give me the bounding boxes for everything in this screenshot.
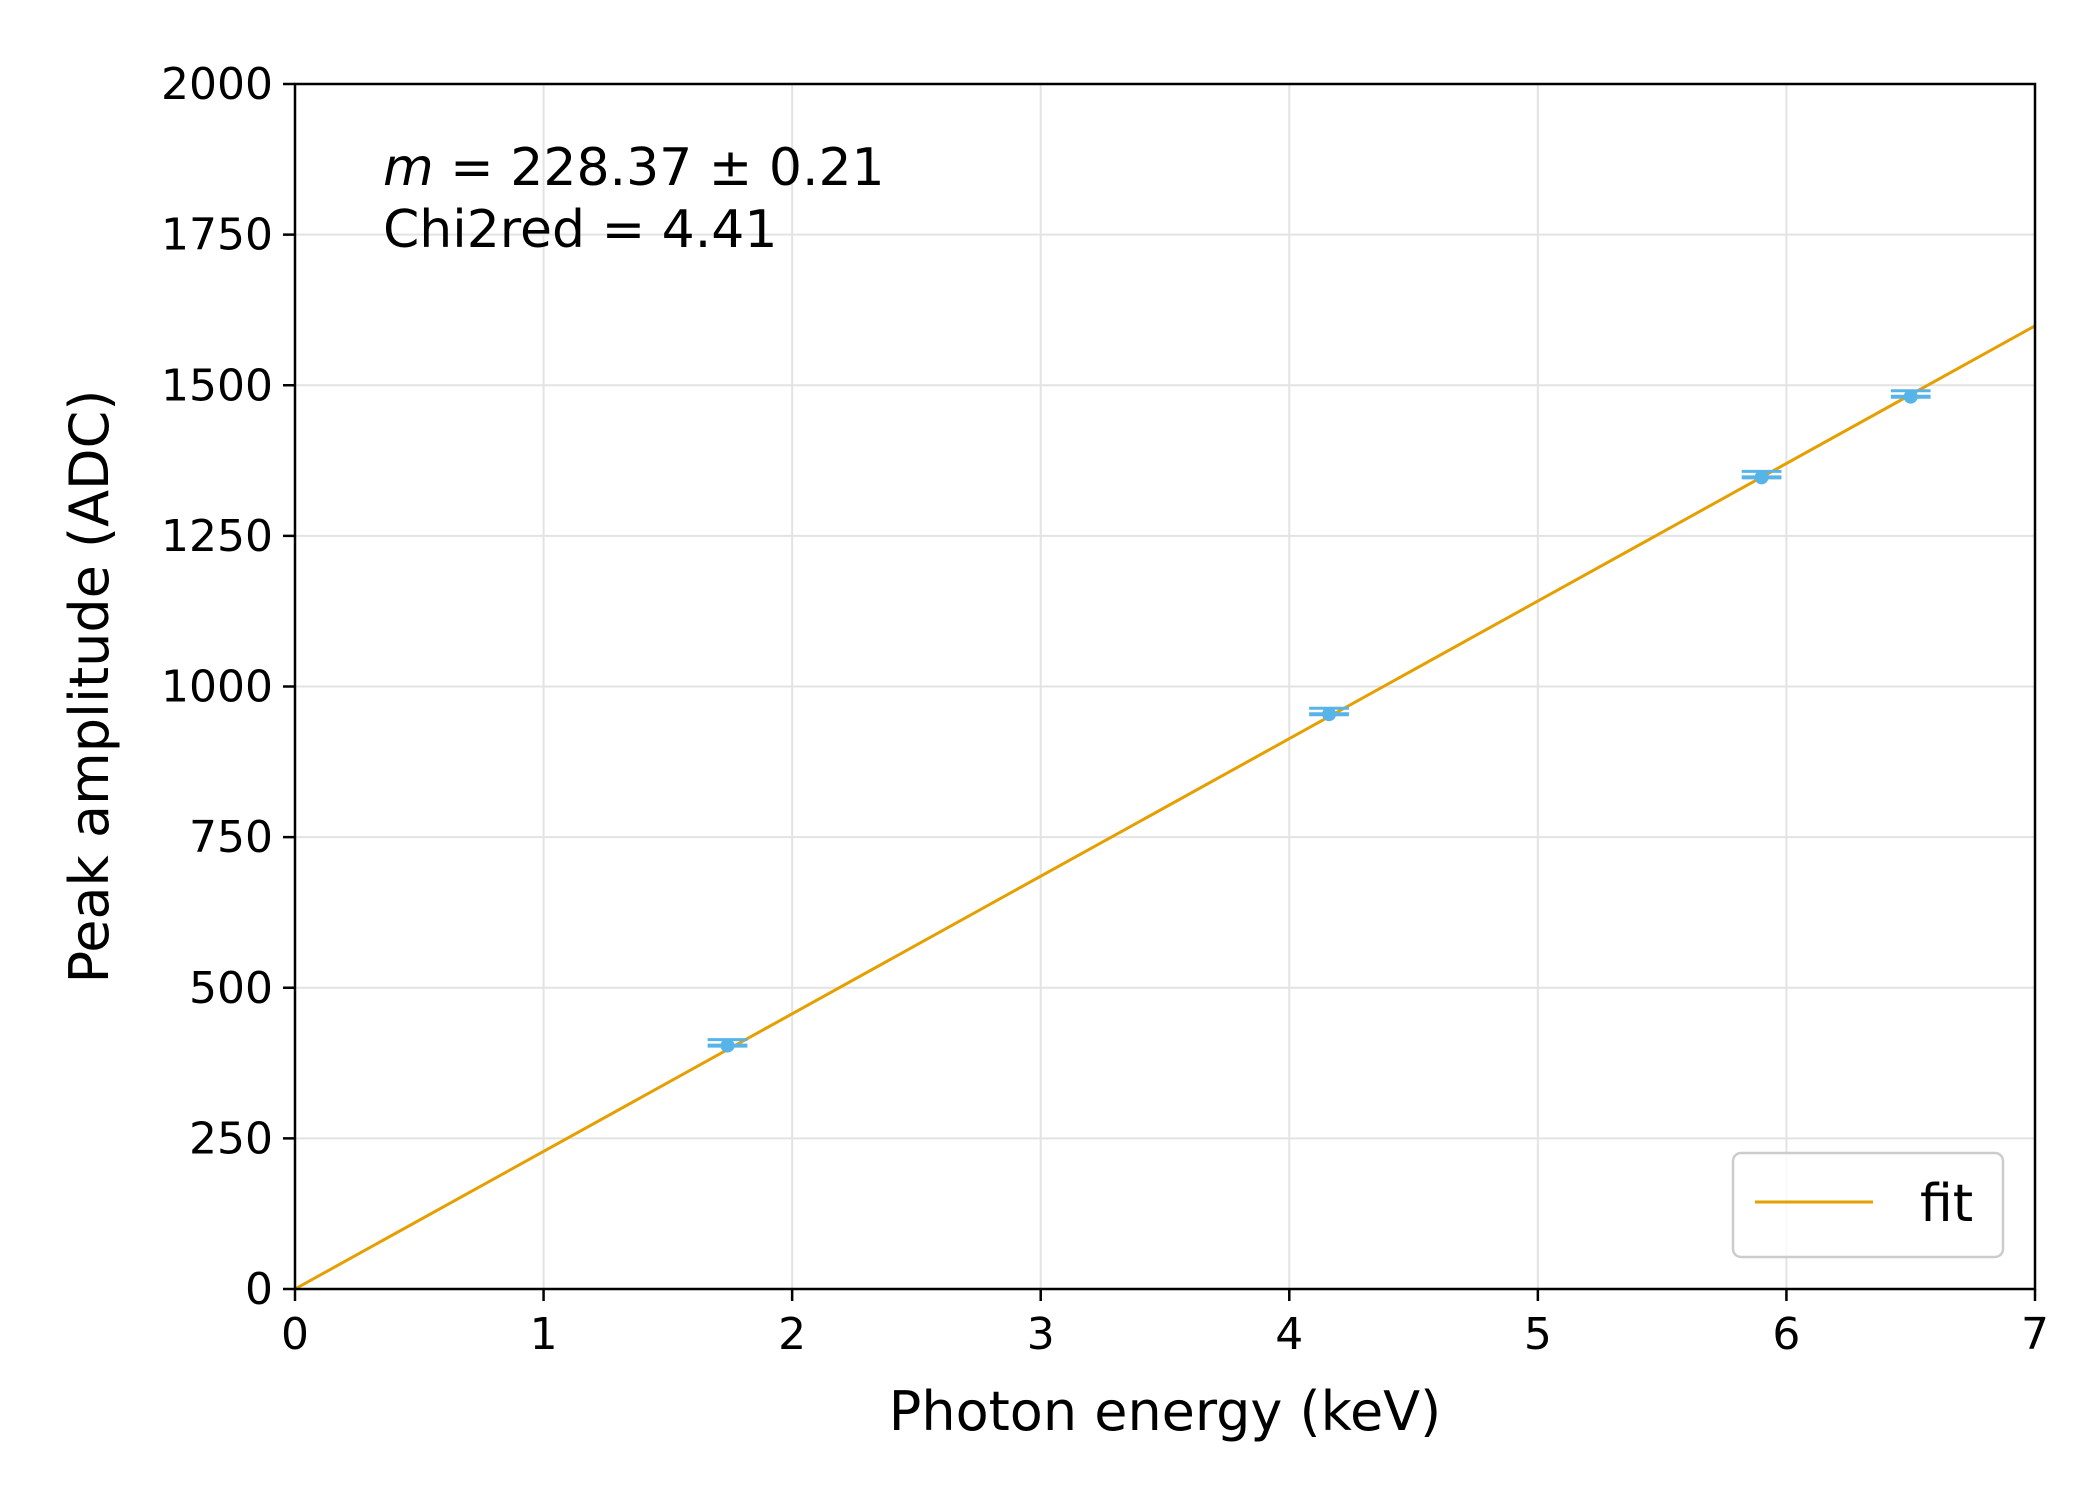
chi2-annotation: Chi2red = 4.41 xyxy=(383,200,777,260)
data-point xyxy=(1903,389,1918,404)
x-tick-label: 6 xyxy=(1772,1309,1800,1360)
slope-value: = 228.37 ± 0.21 xyxy=(434,138,885,198)
data-point xyxy=(1322,707,1337,722)
x-tick-label: 3 xyxy=(1027,1309,1055,1360)
y-tick-label: 1750 xyxy=(161,210,273,261)
x-tick-label: 1 xyxy=(530,1309,558,1360)
fit-layer xyxy=(294,324,2036,1291)
x-tick-label: 5 xyxy=(1524,1309,1552,1360)
y-tick-label: 750 xyxy=(189,812,273,863)
y-axis-label: Peak amplitude (ADC) xyxy=(58,390,121,984)
x-tick-label: 4 xyxy=(1275,1309,1303,1360)
data-points xyxy=(707,389,1931,1053)
legend-box xyxy=(1731,1151,2005,1259)
y-tick-label: 0 xyxy=(245,1264,273,1315)
legend: fit xyxy=(1731,1151,2005,1259)
slope-annotation: m = 228.37 ± 0.21 xyxy=(383,138,885,198)
fit-line xyxy=(294,324,2036,1291)
y-tick-label: 2000 xyxy=(161,59,273,110)
x-tick-label: 0 xyxy=(281,1309,309,1360)
y-tick-label: 1500 xyxy=(161,360,273,411)
x-tick-label: 2 xyxy=(778,1309,806,1360)
y-tick-label: 500 xyxy=(189,963,273,1014)
y-tick-label: 1250 xyxy=(161,511,273,562)
axis-ticks: 0 1 2 3 4 5 6 7 0 250 500 750 1000 1250 1500 1750 2000 xyxy=(161,59,2049,1360)
data-point xyxy=(1754,470,1769,485)
x-tick-label: 7 xyxy=(2021,1309,2049,1360)
y-tick-label: 1000 xyxy=(161,662,273,713)
y-tick-label: 250 xyxy=(189,1113,273,1164)
legend-fit-label: fit xyxy=(1920,1174,1973,1234)
data-point xyxy=(720,1038,735,1053)
slope-symbol: m xyxy=(383,138,434,198)
x-axis-label: Photon energy (keV) xyxy=(889,1380,1441,1443)
